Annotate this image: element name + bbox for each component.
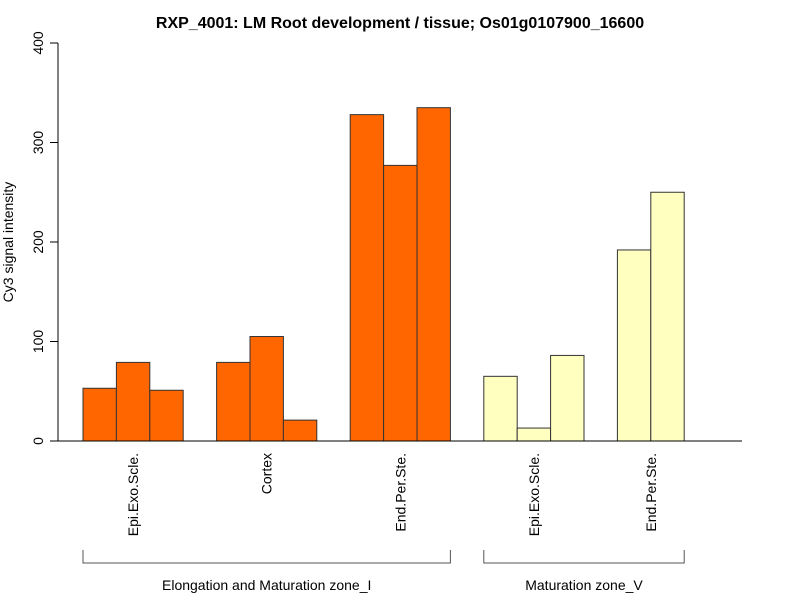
group-bracket — [82, 550, 451, 564]
chart-title: RXP_4001: LM Root development / tissue; … — [156, 15, 644, 32]
bar — [616, 249, 652, 442]
y-tick-label: 400 — [30, 31, 46, 55]
y-axis-label: Cy3 signal intensity — [0, 182, 16, 303]
x-category-label: Cortex — [259, 453, 275, 494]
x-category-label: End.Per.Ste. — [392, 453, 408, 532]
bar — [82, 387, 117, 442]
bar — [115, 361, 151, 442]
group-brackets: Elongation and Maturation zone_I Maturati… — [82, 550, 685, 593]
bar — [149, 389, 184, 442]
y-tick-label: 200 — [30, 230, 46, 254]
x-category-label: End.Per.Ste. — [643, 453, 659, 532]
group-label: Elongation and Maturation zone_I — [162, 577, 371, 593]
bar — [483, 375, 518, 442]
y-tick-label: 0 — [30, 437, 46, 445]
bars — [82, 107, 685, 442]
category-labels: Epi.Exo.Scle. Cortex End.Per.Ste. Epi.Exo.S… — [125, 453, 659, 536]
bar — [282, 419, 318, 442]
y-tick-label: 300 — [30, 131, 46, 155]
y-tick-label: 100 — [30, 330, 46, 354]
bar — [216, 361, 251, 442]
x-category-label: Epi.Exo.Scle. — [125, 453, 141, 536]
y-axis: 0 100 200 300 400 — [30, 31, 59, 445]
group-bracket — [483, 550, 685, 564]
bar — [383, 164, 418, 442]
group-label: Maturation zone_V — [525, 577, 643, 593]
bar — [349, 114, 385, 442]
bar — [650, 191, 685, 442]
bar — [249, 336, 284, 442]
bar — [416, 107, 451, 442]
x-category-label: Epi.Exo.Scle. — [526, 453, 542, 536]
bar — [516, 427, 552, 442]
bar — [550, 354, 585, 442]
